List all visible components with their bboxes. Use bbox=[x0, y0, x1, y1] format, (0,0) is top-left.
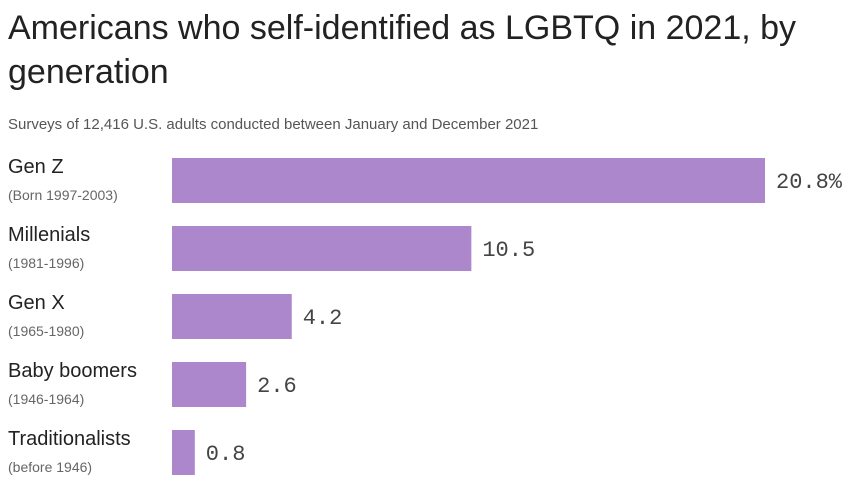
chart-subtitle: Surveys of 12,416 U.S. adults conducted … bbox=[8, 116, 539, 133]
bar bbox=[172, 158, 765, 203]
category-label: Baby boomers bbox=[8, 360, 137, 382]
value-label: 2.6 bbox=[257, 374, 297, 399]
bar-chart: Gen Z (Born 1997-2003) 20.8% Millenials (198… bbox=[8, 156, 843, 475]
category-label: Gen Z bbox=[8, 156, 64, 178]
category-subtitle: (Born 1997-2003) bbox=[8, 187, 118, 203]
value-label: 4.2 bbox=[303, 306, 343, 331]
value-label: 20.8% bbox=[776, 170, 843, 195]
category-subtitle: (1965-1980) bbox=[8, 323, 84, 339]
category-label: Traditionalists bbox=[8, 428, 131, 450]
bar bbox=[172, 226, 472, 271]
chart-title: Americans who self-identified as LGBTQ i… bbox=[8, 9, 797, 91]
bar bbox=[172, 294, 292, 339]
bar bbox=[172, 430, 195, 475]
bar-row-1: Millenials (1981-1996) 10.5 bbox=[8, 224, 535, 271]
category-label: Millenials bbox=[8, 224, 90, 246]
bar-row-3: Baby boomers (1946-1964) 2.6 bbox=[8, 360, 297, 407]
bar-row-2: Gen X (1965-1980) 4.2 bbox=[8, 292, 342, 339]
category-label: Gen X bbox=[8, 292, 65, 314]
category-subtitle: (before 1946) bbox=[8, 459, 92, 475]
bar-row-0: Gen Z (Born 1997-2003) 20.8% bbox=[8, 156, 843, 203]
bar-row-4: Traditionalists (before 1946) 0.8 bbox=[8, 428, 245, 475]
category-subtitle: (1981-1996) bbox=[8, 255, 84, 271]
value-label: 10.5 bbox=[482, 238, 535, 263]
value-label: 0.8 bbox=[206, 442, 246, 467]
bar bbox=[172, 362, 247, 407]
category-subtitle: (1946-1964) bbox=[8, 391, 84, 407]
